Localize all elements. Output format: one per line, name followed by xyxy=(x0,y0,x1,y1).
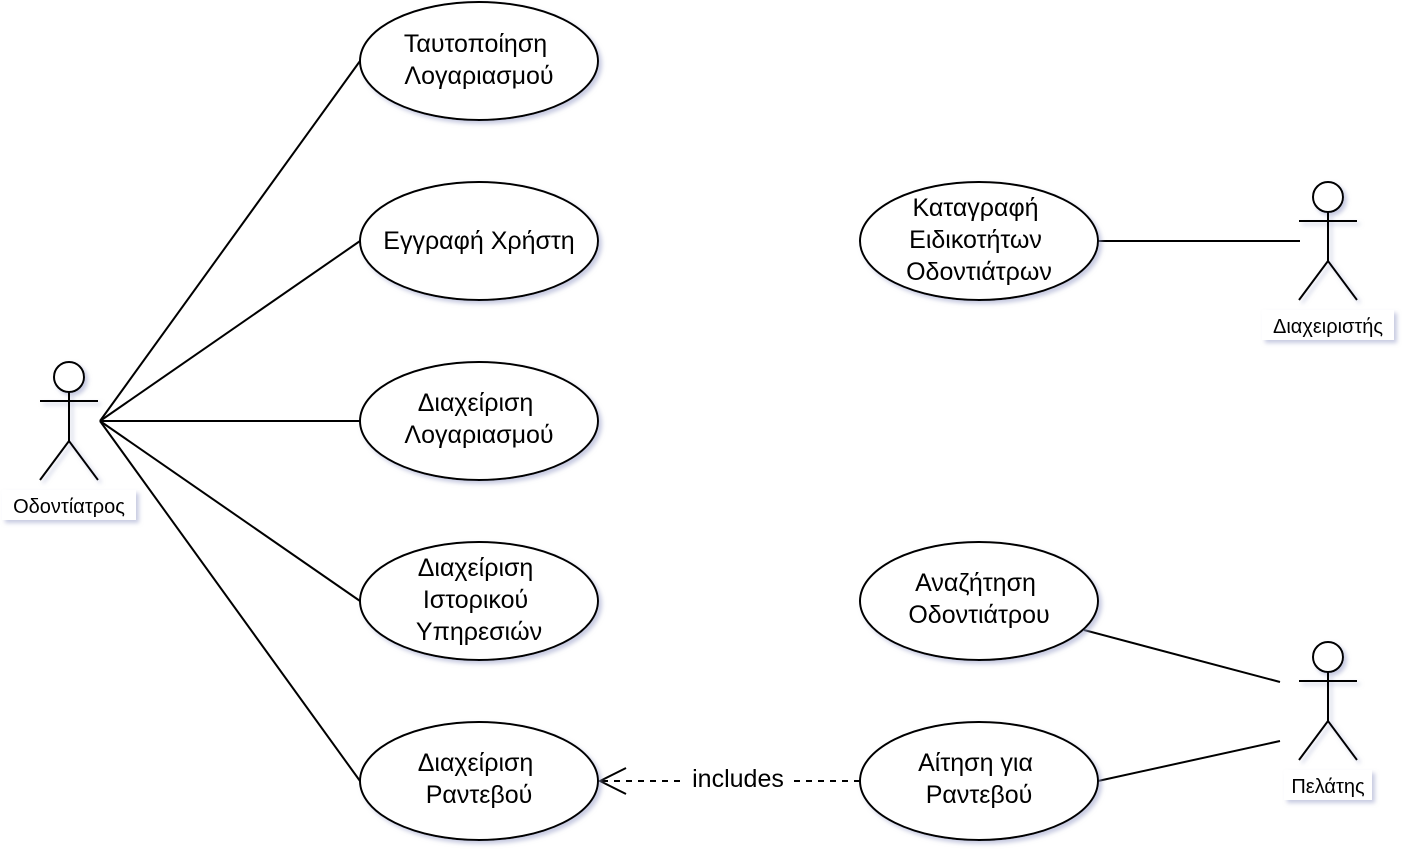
assoc-client-search xyxy=(1083,629,1281,683)
usecase-authentication-line1: Ταυτοποίηση xyxy=(404,30,547,58)
usecase-service-history-line3: Υπηρεσιών xyxy=(416,618,542,646)
usecase-specialties[interactable]: Καταγραφή Ειδικοτήτων Οδοντιάτρων xyxy=(859,181,1099,301)
usecase-search-dentist-line1: Αναζήτηση xyxy=(915,569,1036,597)
usecase-specialties-line3: Οδοντιάτρων xyxy=(906,258,1052,286)
usecase-appointment-management-line1: Διαχείριση xyxy=(418,749,534,777)
actor-admin-label: Διαχειριστής xyxy=(1273,316,1383,338)
usecase-appointment-management-line2: Ραντεβού xyxy=(426,781,533,809)
actor-admin[interactable]: Διαχειριστής xyxy=(1262,181,1394,340)
assoc-client-appointment-request xyxy=(1097,740,1281,782)
usecase-appointment-request-line2: Ραντεβού xyxy=(926,781,1033,809)
assoc-dentist-authentication xyxy=(99,60,361,422)
actor-client[interactable]: Πελάτης xyxy=(1284,641,1372,800)
usecase-account-management-line1: Διαχείριση xyxy=(418,389,534,417)
usecase-appointment-request[interactable]: Αίτηση για Ραντεβού xyxy=(859,721,1099,841)
usecase-appointment-request-line1: Αίτηση για xyxy=(918,749,1033,777)
usecase-service-history-line2: Ιστορικού xyxy=(423,586,528,614)
actor-dentist[interactable]: Οδοντίατρος xyxy=(2,361,136,520)
stick-figure-icon xyxy=(1298,641,1358,761)
assoc-dentist-appointment-management xyxy=(99,420,361,782)
usecase-service-history[interactable]: Διαχείριση Ιστορικού Υπηρεσιών xyxy=(359,541,599,661)
svg-text:Διαχείριση Ραντεβού: Διαχείριση Ραντεβού xyxy=(418,749,541,809)
svg-text:Αίτηση για Ραντεβού: Αίτηση για Ραντεβού xyxy=(918,749,1040,809)
svg-text:Ταυτοποίηση Λογαριασμού: Ταυτοποίηση Λογαριασμού xyxy=(404,30,554,90)
usecase-account-management[interactable]: Διαχείριση Λογαριασμού xyxy=(359,361,599,481)
actor-dentist-label: Οδοντίατρος xyxy=(13,496,125,518)
svg-text:Διαχείριση Ιστορικού: Διαχείριση Ιστορικού Υπηρεσιών xyxy=(416,554,542,646)
svg-text:Εγγραφή Χρήστη: Εγγραφή Χρήστη xyxy=(383,227,574,255)
usecase-search-dentist-line2: Οδοντιάτρου xyxy=(908,601,1049,629)
usecase-authentication[interactable]: Ταυτοποίηση Λογαριασμού xyxy=(359,1,599,121)
actor-client-label: Πελάτης xyxy=(1291,776,1365,798)
usecase-account-management-line2: Λογαριασμού xyxy=(404,421,553,449)
usecase-register[interactable]: Εγγραφή Χρήστη xyxy=(359,181,599,301)
include-label: includes xyxy=(692,765,784,793)
stick-figure-icon xyxy=(39,361,99,481)
assoc-dentist-service-history xyxy=(99,420,361,602)
svg-text:Αναζήτηση Οδοντιάτρου: Αναζήτηση Οδοντιάτρου xyxy=(908,569,1049,629)
include-arrowhead xyxy=(597,767,627,795)
usecase-register-line1: Εγγραφή Χρήστη xyxy=(383,227,574,255)
assoc-dentist-register xyxy=(99,240,361,422)
stick-figure-icon xyxy=(1298,181,1358,301)
usecase-appointment-management[interactable]: Διαχείριση Ραντεβού xyxy=(359,721,599,841)
include-label-bg xyxy=(686,763,790,795)
svg-text:Καταγραφή Ειδικοτήτων: Καταγραφή Ειδικοτήτων Οδοντιάτρων xyxy=(906,194,1052,286)
usecase-service-history-line1: Διαχείριση xyxy=(418,554,534,582)
usecase-search-dentist[interactable]: Αναζήτηση Οδοντιάτρου xyxy=(859,541,1099,661)
usecase-specialties-line1: Καταγραφή xyxy=(912,194,1038,222)
usecase-specialties-line2: Ειδικοτήτων xyxy=(909,226,1042,254)
usecase-authentication-line2: Λογαριασμού xyxy=(404,62,553,90)
svg-text:Διαχείριση Λογαριασμού: Διαχείριση Λογαριασμού xyxy=(404,389,553,449)
